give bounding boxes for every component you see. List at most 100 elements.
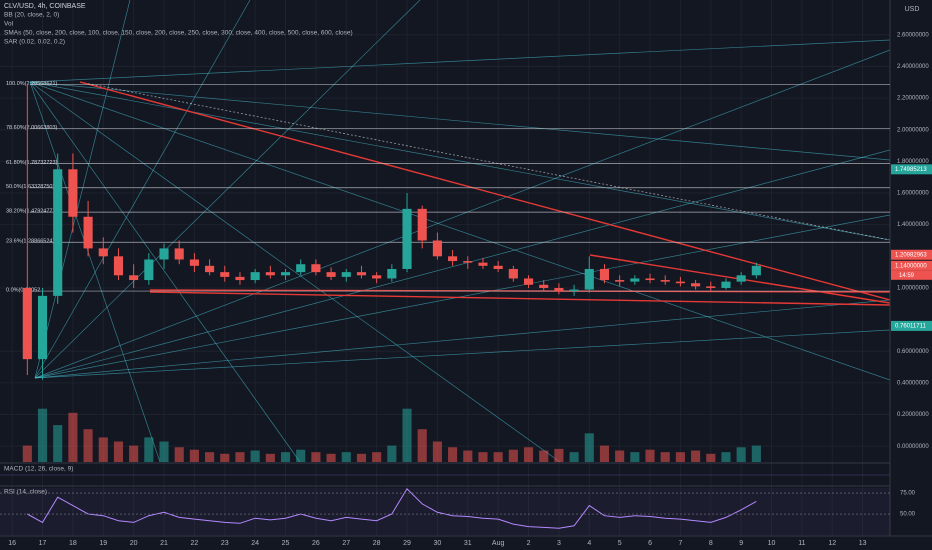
candle-body: [296, 264, 306, 273]
candle-body: [478, 262, 488, 266]
candle-body: [372, 275, 382, 279]
x-tick-label: 6: [648, 540, 652, 547]
volume-bar: [448, 447, 458, 462]
candle-body: [691, 283, 701, 287]
x-tick-label: 29: [403, 540, 411, 547]
price-tag: [891, 260, 932, 271]
volume-bar: [402, 408, 412, 462]
x-tick-label: 11: [798, 540, 805, 547]
x-tick-label: 30: [434, 540, 442, 547]
price-tag-label: 0.76011711: [895, 323, 926, 329]
x-tick-label: 27: [342, 540, 350, 547]
volume-bar: [53, 425, 63, 462]
price-tag: [891, 164, 932, 175]
volume-bar: [539, 450, 549, 462]
candle-body: [280, 272, 291, 276]
candle-body: [706, 286, 716, 288]
candle-body: [159, 248, 169, 260]
volume-bar: [129, 445, 139, 462]
volume-bar: [356, 453, 367, 462]
volume-bar: [22, 445, 32, 462]
x-tick-label: 23: [221, 540, 229, 547]
x-tick-label: 5: [618, 540, 622, 547]
rsi-line: [27, 487, 757, 529]
candle-body: [341, 272, 351, 277]
volume-bar: [615, 450, 625, 462]
y-tick-label: 1.00000000: [897, 286, 929, 292]
volume-bar: [174, 447, 184, 462]
x-tick-label: 22: [191, 540, 199, 547]
fib-label: 78.60%(2.00663803): [6, 125, 58, 131]
y-tick-label: 1.40000000: [897, 222, 929, 228]
candle-body: [751, 265, 761, 276]
volume-bar: [569, 452, 579, 462]
candle-body: [660, 280, 670, 282]
price-tag-label: 1.14000000: [895, 263, 927, 269]
volume-bar: [144, 437, 154, 462]
countdown-box: [891, 270, 932, 280]
y-tick-label: 2.20000000: [897, 96, 929, 102]
x-tick-label: 13: [859, 540, 867, 547]
candle-body: [493, 265, 503, 269]
volume-bar: [341, 452, 351, 462]
x-tick-label: Aug: [492, 540, 505, 547]
candle-body: [53, 169, 63, 296]
x-tick-label: 18: [69, 540, 77, 547]
price-tag-label: 1.74985213: [895, 167, 927, 173]
y-tick-label: 0.60000000: [897, 349, 929, 355]
volume-bar: [630, 452, 640, 462]
x-tick-label: 28: [373, 540, 381, 547]
volume-bar: [113, 441, 124, 462]
candle-body: [250, 272, 260, 281]
fib-label: 50.0%(1.63328750): [6, 184, 54, 190]
indicator: Vol: [4, 21, 14, 28]
volume-bar: [417, 429, 427, 462]
volume-bar: [645, 449, 655, 462]
candle-body: [463, 261, 473, 263]
candle-body: [417, 208, 427, 241]
volume-bar: [280, 452, 291, 462]
volume-bar: [372, 452, 382, 462]
volume-bar: [721, 452, 731, 462]
volume-bar: [599, 445, 610, 462]
rsi-tick-label: 75.00: [900, 491, 916, 497]
volume-bar: [98, 437, 108, 462]
x-tick-label: 3: [557, 540, 561, 547]
volume-bar: [478, 452, 488, 462]
fib-label: 38.20%(1.47924777): [6, 209, 58, 215]
x-tick-label: 12: [828, 540, 836, 547]
volume-bar: [706, 453, 716, 462]
volume-bar: [220, 453, 230, 462]
volume-bar: [675, 452, 685, 462]
volume-bar: [68, 412, 78, 462]
candle-body: [129, 275, 139, 281]
candle-body: [68, 169, 78, 217]
fib-label: 23.6%(1.28866524): [6, 239, 54, 245]
candle-body: [584, 268, 594, 290]
x-tick-label: 2: [527, 540, 531, 547]
candle-body: [432, 240, 442, 257]
x-tick-label: 21: [160, 540, 168, 547]
y-tick-label: 0.40000000: [897, 380, 929, 386]
volume-bar: [159, 441, 169, 462]
symbol: CLV/USD, 4h, COINBASE: [4, 3, 86, 10]
candle-body: [523, 278, 534, 285]
y-tick-label: 0.20000000: [897, 412, 929, 418]
volume-bar: [326, 453, 336, 462]
y-tick-label: 1.60000000: [897, 191, 929, 197]
x-tick-label: 20: [130, 540, 138, 547]
volume-bar: [463, 450, 473, 462]
fib-label: 61.80%(1.78732723): [6, 160, 58, 166]
x-tick-label: 26: [312, 540, 320, 547]
price-tag: [891, 320, 932, 331]
volume-bar: [387, 445, 397, 462]
x-tick-label: 8: [709, 540, 713, 547]
x-tick-label: 25: [282, 540, 290, 547]
volume-bar: [189, 449, 199, 462]
rsi-tick-label: 50.00: [900, 512, 916, 518]
fib-label: 100.0%(2.28568621): [6, 81, 58, 87]
candle-body: [721, 281, 731, 288]
volume-bar: [432, 441, 442, 462]
candle-body: [356, 272, 367, 276]
x-tick-label: 19: [99, 540, 107, 547]
